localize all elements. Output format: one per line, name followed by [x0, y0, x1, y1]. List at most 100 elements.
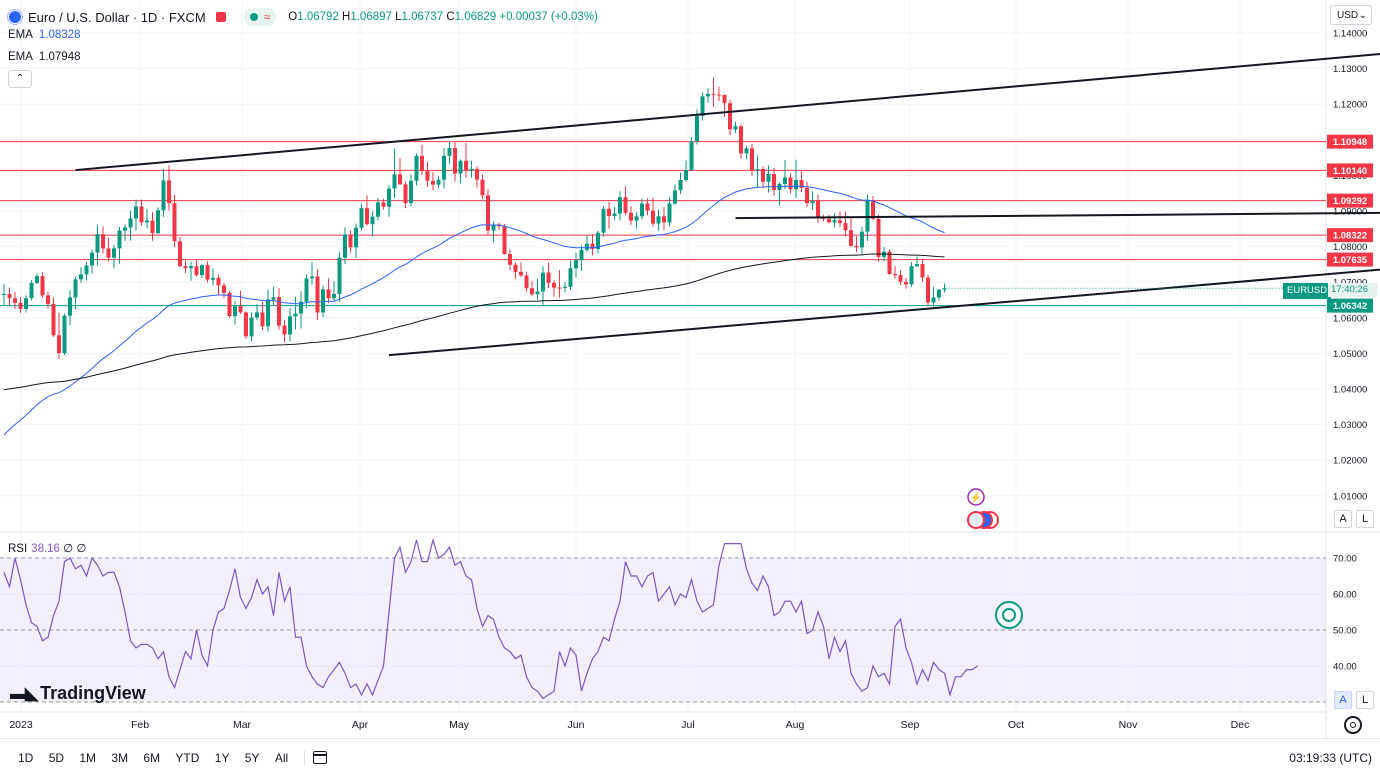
- time-tick-label: Apr: [352, 719, 369, 731]
- candle: [816, 194, 820, 224]
- data-status-pill[interactable]: ≈: [243, 8, 277, 26]
- candle: [750, 143, 754, 176]
- candle: [112, 244, 116, 269]
- candle-body: [810, 201, 815, 204]
- symbol-title[interactable]: Euro / U.S. Dollar · 1D · FXCM: [28, 9, 206, 25]
- candle: [926, 274, 930, 306]
- candle: [607, 201, 611, 229]
- timeframe-1y[interactable]: 1Y: [214, 750, 230, 765]
- candle: [794, 159, 798, 198]
- candle-body: [640, 203, 644, 217]
- candle-body: [519, 271, 523, 276]
- ema-slow-legend[interactable]: EMA 1.07948: [8, 51, 81, 63]
- candle: [178, 236, 182, 267]
- candle: [189, 261, 193, 281]
- timeframe-5y[interactable]: 5Y: [244, 750, 260, 765]
- candle: [431, 171, 435, 191]
- candle-body: [480, 179, 485, 196]
- candle: [392, 148, 397, 198]
- candle: [876, 214, 881, 262]
- delay-icon: ≈: [263, 10, 271, 24]
- candle: [260, 301, 265, 331]
- candle-body: [596, 232, 600, 250]
- time-tick-label: Feb: [131, 719, 149, 731]
- candle: [222, 283, 226, 298]
- candle: [810, 191, 815, 210]
- level-tag-label: 1.10140: [1333, 166, 1367, 177]
- candle: [354, 223, 358, 258]
- candle: [326, 278, 331, 303]
- candle: [860, 226, 864, 255]
- candle: [761, 166, 765, 189]
- tradingview-logo[interactable]: ▬◣ TradingView: [10, 683, 146, 704]
- candle: [563, 282, 567, 293]
- candle: [497, 222, 501, 230]
- candle-body: [343, 234, 347, 258]
- rsi-auto-scale-button[interactable]: A: [1334, 691, 1352, 709]
- candle: [233, 300, 237, 325]
- price-tick-label: 1.03000: [1333, 420, 1367, 431]
- candle-body: [7, 293, 12, 299]
- candle-body: [618, 197, 622, 214]
- candle: [409, 174, 413, 207]
- candle-body: [194, 266, 199, 276]
- log-scale-button[interactable]: L: [1356, 510, 1374, 528]
- rsi-log-scale-button[interactable]: L: [1356, 691, 1374, 709]
- timeframe-1m[interactable]: 1M: [79, 750, 97, 765]
- timeframe-5d[interactable]: 5D: [48, 750, 65, 765]
- time-tick-label: 2023: [9, 719, 33, 731]
- candle-body: [139, 206, 144, 223]
- candle-body: [348, 234, 353, 248]
- candle: [167, 165, 171, 211]
- candle-body: [623, 197, 628, 213]
- candle-body: [117, 230, 122, 249]
- settings-gear-icon[interactable]: [1344, 716, 1362, 734]
- candle: [117, 227, 122, 264]
- candle: [722, 94, 727, 118]
- currency-button[interactable]: USD ⌄: [1330, 5, 1372, 25]
- candle: [150, 212, 155, 241]
- price-tick-label: 1.06000: [1333, 313, 1367, 324]
- candle-body: [84, 265, 89, 275]
- candle-body: [249, 317, 254, 337]
- timeframe-3m[interactable]: 3M: [111, 750, 129, 765]
- chart-canvas[interactable]: 1.140001.130001.120001.110001.100001.090…: [0, 0, 1380, 738]
- bottom-toolbar: 1D 5D 1M 3M 6M YTD 1Y 5Y All 03:19:33 (U…: [0, 738, 1380, 776]
- candle: [211, 268, 215, 286]
- calendar-icon[interactable]: [313, 751, 328, 764]
- rsi-legend[interactable]: RSI 38.16 ∅ ∅: [8, 541, 86, 555]
- candle-body: [541, 272, 545, 292]
- low-value: 1.06737: [401, 11, 444, 23]
- candle-body: [183, 266, 188, 269]
- candle-body: [282, 325, 287, 335]
- utc-clock[interactable]: 03:19:33 (UTC): [1289, 750, 1372, 765]
- candle: [887, 249, 892, 275]
- ema-fast-legend[interactable]: EMA 1.08328: [8, 29, 81, 41]
- timeframe-6m[interactable]: 6M: [143, 750, 161, 765]
- candle: [568, 260, 573, 291]
- candle-body: [612, 213, 617, 216]
- timeframe-all[interactable]: All: [274, 750, 289, 765]
- candle-body: [106, 248, 111, 258]
- timeframe-1d[interactable]: 1D: [18, 750, 34, 765]
- candle-body: [838, 220, 842, 224]
- candle-body: [816, 201, 820, 218]
- candle-body: [68, 297, 72, 316]
- candle-body: [893, 274, 897, 276]
- candle-body: [783, 177, 787, 184]
- auto-scale-button[interactable]: A: [1334, 510, 1352, 528]
- candle-body: [733, 126, 738, 130]
- brand-name: TradingView: [40, 683, 146, 703]
- candle: [931, 286, 936, 307]
- candle: [255, 304, 259, 321]
- candle: [315, 269, 320, 320]
- candle-body: [711, 93, 716, 95]
- timeframe-ytd[interactable]: YTD: [175, 750, 200, 765]
- candle-body: [667, 203, 672, 223]
- candle: [359, 203, 364, 231]
- candle-body: [799, 180, 804, 188]
- candle: [57, 312, 61, 360]
- candle: [612, 207, 617, 221]
- collapse-legend-button[interactable]: ⌃: [8, 70, 32, 88]
- candle-body: [546, 272, 551, 283]
